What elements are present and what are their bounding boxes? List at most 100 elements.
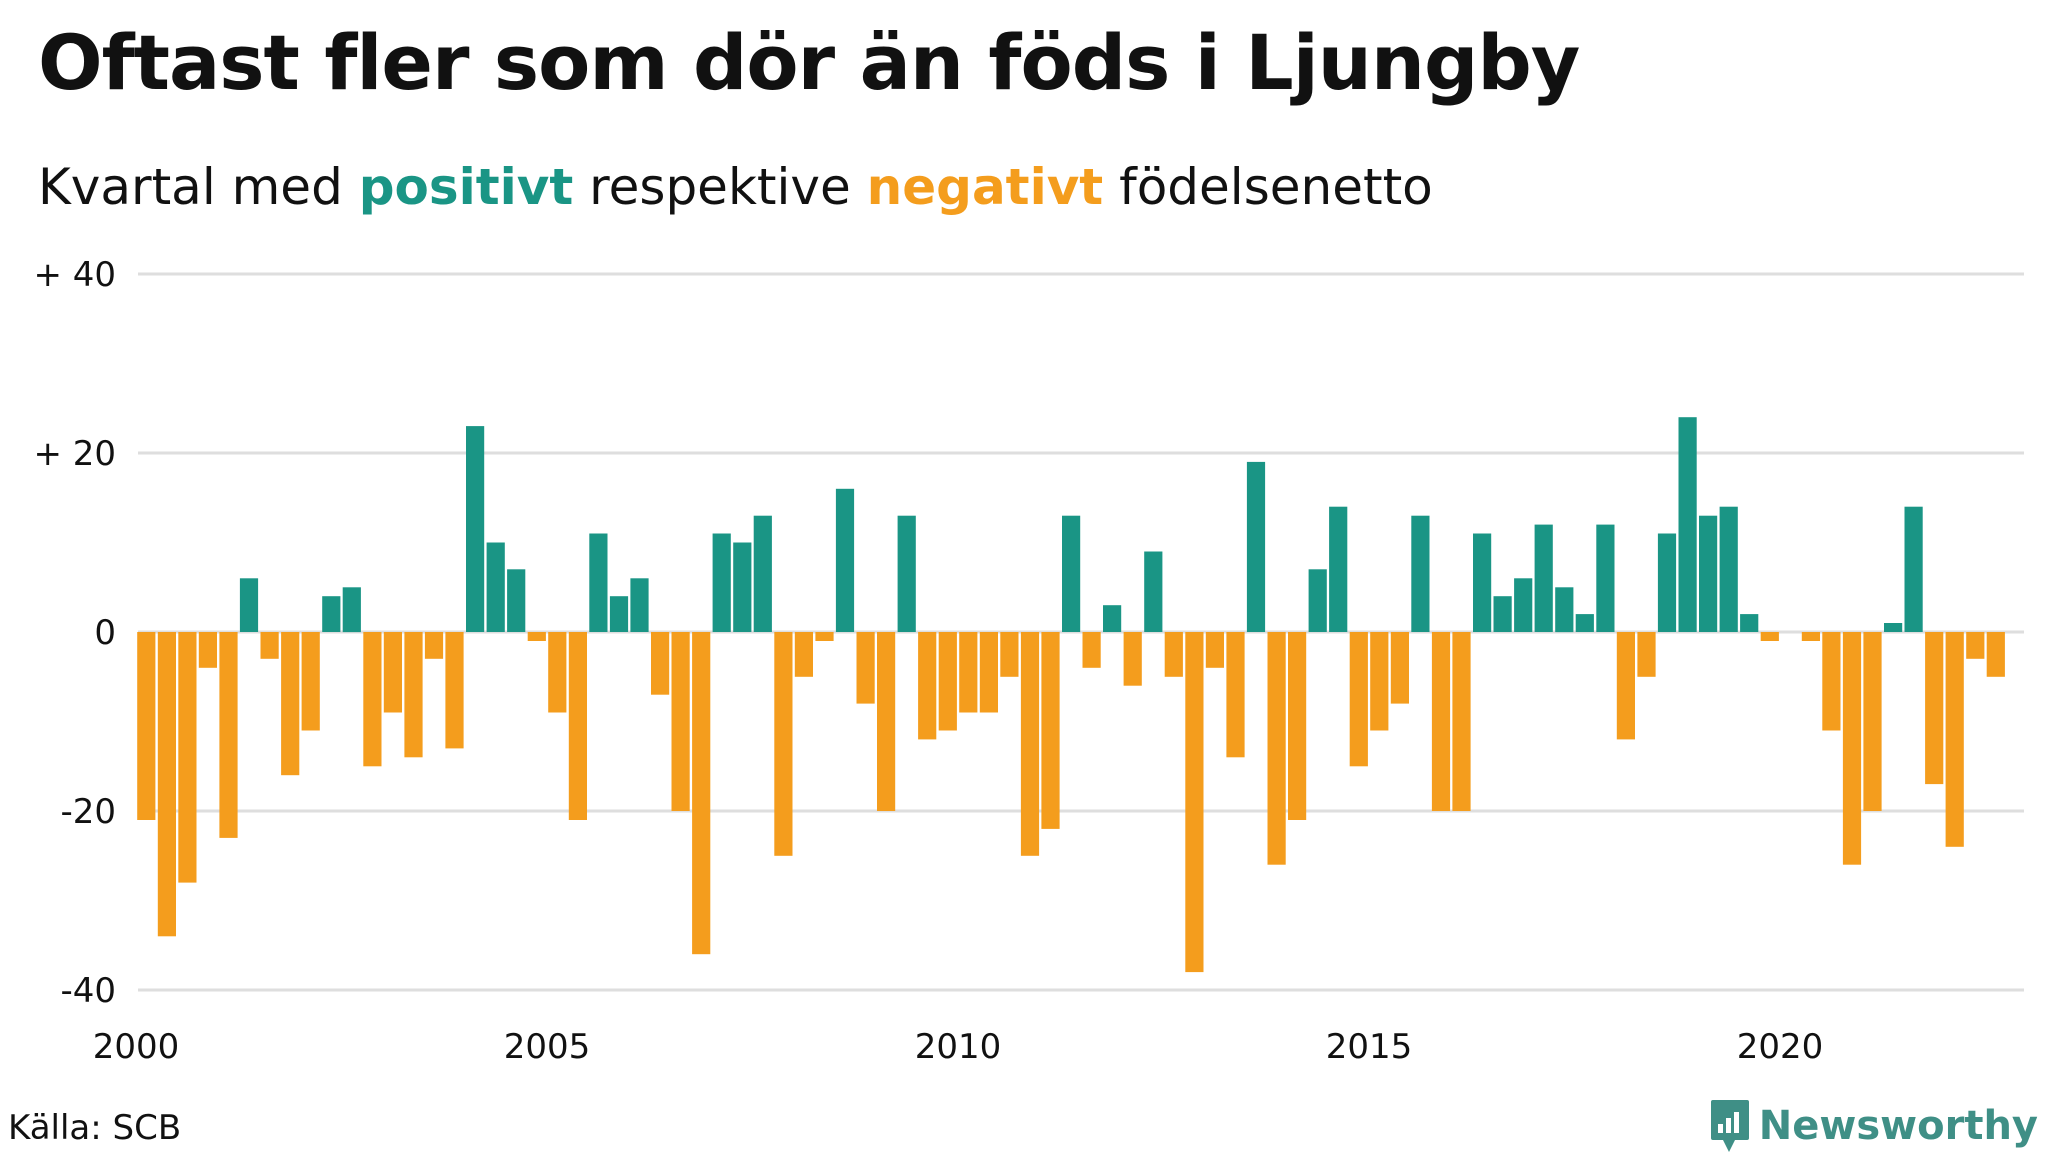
bar-negative [1431,632,1451,811]
bar-negative [1349,632,1368,767]
bar-negative [157,632,176,937]
bar-positive [1514,578,1533,632]
bar-negative [1863,632,1882,811]
y-tick-label: 0 [94,613,116,653]
bar-positive [1473,533,1492,632]
bar-negative [383,632,402,713]
bar-negative [198,632,217,668]
bar-positive [1329,506,1348,632]
x-tick-label: 2020 [1737,1027,1824,1067]
bar-negative [527,632,546,641]
bar-negative [301,632,320,731]
bar-positive [1144,551,1163,632]
bar-negative [1205,632,1224,668]
bar-positive [712,533,731,632]
bar-negative [1801,632,1820,641]
bar-positive [239,578,259,632]
bar-positive [1596,524,1615,632]
bar-positive [1411,515,1430,632]
bar-positive [1884,623,1903,632]
bar-positive [342,587,361,633]
bar-positive [1534,524,1553,632]
bar-positive [630,578,649,632]
x-tick-label: 2015 [1326,1027,1413,1067]
bar-negative [1288,632,1307,820]
bar-positive [733,542,752,632]
bar-chart: + 40 + 20 0 -20 -40 2000 2005 2010 2015 2020 [33,255,2024,1067]
bar-negative [1020,632,1040,856]
bar-negative [1452,632,1471,811]
bar-negative [568,632,587,820]
bar-negative [1000,632,1019,677]
bar-negative [1267,632,1286,865]
bar-negative [1822,632,1841,731]
bar-positive [1308,569,1327,632]
bar-positive [486,542,505,632]
bar-positive [1678,417,1697,632]
subtitle-negative-word: negativt [866,158,1104,216]
subtitle-suffix: födelsenetto [1103,158,1433,216]
newsworthy-logo-text: Newsworthy [1758,1103,2038,1149]
bar-negative [692,632,711,955]
bar-positive [1740,614,1759,632]
x-tick-label: 2005 [504,1027,591,1067]
bar-negative [445,632,464,749]
y-tick-label: + 40 [33,255,116,295]
bar-negative [1123,632,1142,686]
bar-negative [404,632,423,758]
subtitle-positive-word: positivt [358,158,574,216]
bar-positive [897,515,916,632]
x-tick-label: 2000 [93,1027,180,1067]
bar-positive [609,596,629,632]
bar-negative [363,632,382,767]
bar-negative [651,632,670,695]
subtitle-prefix: Kvartal med [38,158,359,216]
bar-negative [671,632,690,811]
bar-negative [959,632,978,713]
bar-negative [178,632,197,883]
bar-positive [1575,614,1594,632]
newsworthy-logo-icon [1710,1100,1749,1152]
bar-negative [1185,632,1204,973]
bar-positive [1103,605,1122,632]
bar-negative [1390,632,1409,704]
bar-negative [794,632,813,677]
bar-positive [322,596,341,632]
bar-negative [856,632,875,704]
bar-negative [815,632,834,641]
subtitle-middle: respektive [573,158,867,216]
bar-negative [877,632,896,811]
y-tick-label: -20 [60,792,116,832]
bar-negative [1226,632,1245,758]
y-axis-labels: + 40 + 20 0 -20 -40 [33,255,116,1011]
bar-negative [219,632,238,838]
bar-positive [466,426,485,632]
bar-positive [1555,587,1574,633]
bar-negative [548,632,567,713]
bar-negative [1986,632,2005,677]
bar-positive [1246,461,1266,632]
bar-negative [1370,632,1389,731]
bar-negative [1925,632,1944,785]
bar-negative [1637,632,1656,677]
bar-negative [1041,632,1060,829]
bar-positive [1699,515,1718,632]
bar-negative [938,632,957,731]
y-tick-label: + 20 [33,434,116,474]
bar-positive [1657,533,1677,632]
bar-negative [918,632,937,740]
bar-positive [1719,506,1738,632]
bar-negative [1164,632,1183,677]
newsworthy-logo: Newsworthy [1709,1098,2038,1154]
bar-negative [979,632,998,713]
bar-negative [137,632,156,820]
source-credit: Källa: SCB [8,1108,182,1148]
bar-positive [589,533,608,632]
bar-negative [281,632,300,776]
bar-negative [424,632,444,659]
y-tick-label: -40 [60,971,116,1011]
bar-negative [1945,632,1964,847]
bars [137,417,2005,973]
bar-positive [1493,596,1512,632]
bar-negative [774,632,793,856]
